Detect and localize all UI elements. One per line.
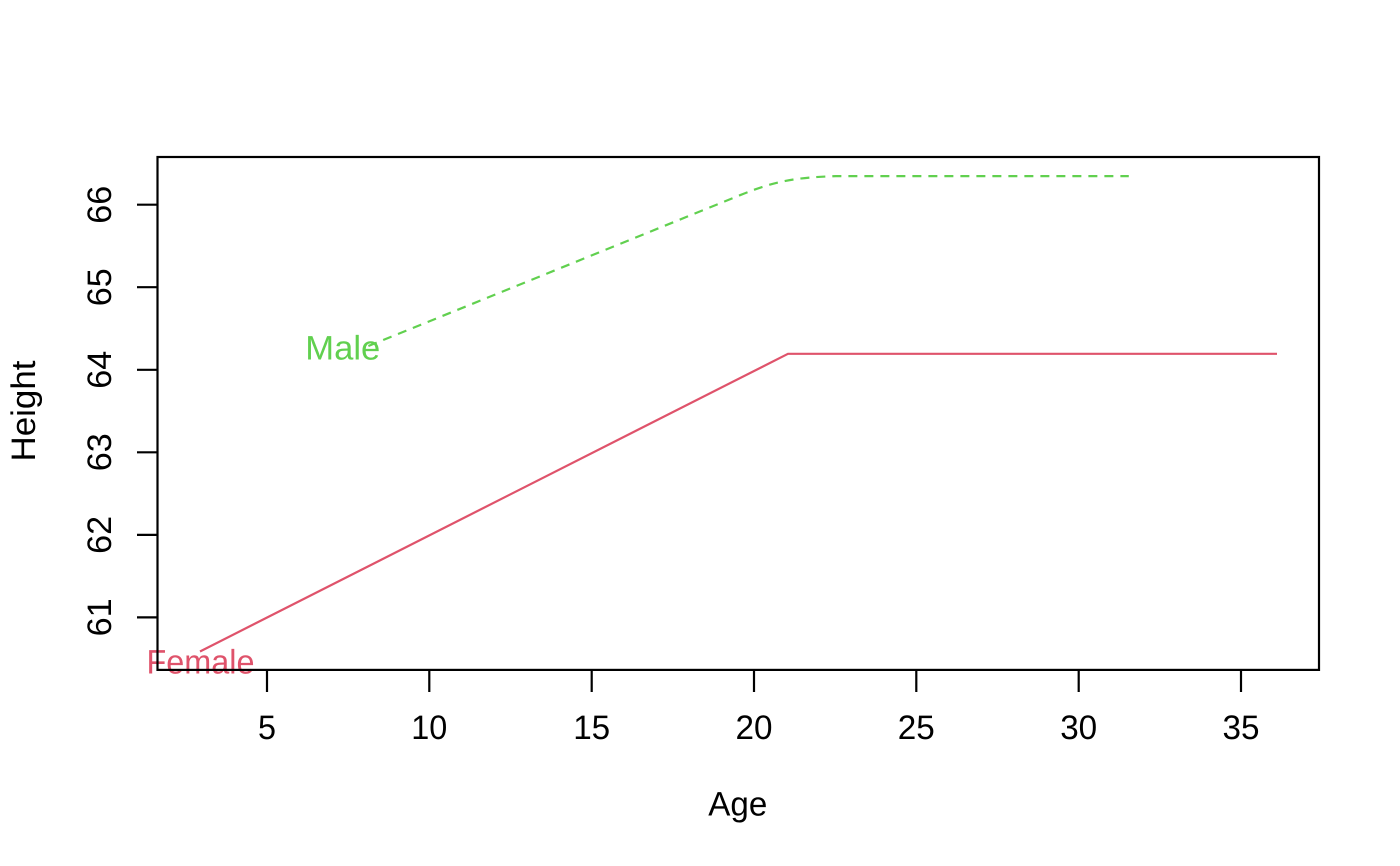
svg-text:10: 10 xyxy=(411,709,447,747)
svg-text:64: 64 xyxy=(81,351,119,389)
svg-text:61: 61 xyxy=(81,598,119,636)
svg-text:62: 62 xyxy=(81,516,119,554)
svg-text:Female: Female xyxy=(147,644,255,682)
svg-text:25: 25 xyxy=(898,709,935,747)
svg-text:20: 20 xyxy=(736,709,773,747)
svg-text:66: 66 xyxy=(81,186,119,224)
svg-text:Age: Age xyxy=(708,785,767,823)
svg-text:63: 63 xyxy=(81,433,119,471)
svg-text:15: 15 xyxy=(573,709,610,747)
svg-text:Male: Male xyxy=(305,330,380,368)
svg-text:65: 65 xyxy=(81,268,119,306)
svg-text:5: 5 xyxy=(258,709,276,747)
svg-text:35: 35 xyxy=(1223,709,1260,747)
svg-text:30: 30 xyxy=(1060,709,1097,747)
svg-text:Height: Height xyxy=(5,360,43,462)
